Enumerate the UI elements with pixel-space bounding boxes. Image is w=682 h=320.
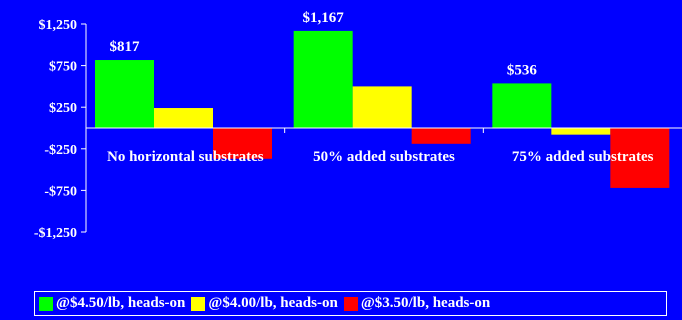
bar bbox=[154, 108, 213, 128]
bar bbox=[95, 60, 154, 128]
y-tick-label: $750 bbox=[49, 60, 77, 75]
legend-swatch bbox=[191, 296, 206, 311]
bar bbox=[411, 128, 471, 144]
y-tick-label: $1,250 bbox=[39, 18, 78, 33]
data-label: $536 bbox=[507, 62, 538, 78]
legend-label: @$4.00/lb, heads-on bbox=[208, 295, 338, 311]
data-label: $817 bbox=[110, 39, 141, 55]
bar bbox=[492, 83, 552, 128]
y-tick-label: -$750 bbox=[44, 184, 77, 199]
bar bbox=[610, 128, 670, 188]
category-label: 50% added substrates bbox=[313, 149, 455, 165]
bar bbox=[551, 128, 611, 135]
legend-label: @$3.50/lb, heads-on bbox=[360, 295, 491, 311]
legend-swatch bbox=[343, 296, 358, 311]
y-tick-label: $250 bbox=[49, 101, 77, 116]
legend-item: @$4.00/lb, heads-on bbox=[191, 295, 338, 312]
y-tick-label: -$1,250 bbox=[34, 226, 77, 241]
bar bbox=[293, 30, 353, 128]
legend-swatch bbox=[39, 296, 53, 311]
bar bbox=[352, 86, 412, 128]
bar bbox=[213, 128, 272, 159]
legend-item: @$3.50/lb, heads-on bbox=[343, 295, 491, 312]
chart-legend: @$4.50/lb, heads-on @$4.00/lb, heads-on … bbox=[34, 291, 667, 316]
legend-label: @$4.50/lb, heads-on bbox=[56, 295, 186, 311]
category-label: No horizontal substrates bbox=[107, 149, 264, 165]
category-label: 75% added substrates bbox=[512, 149, 654, 165]
data-label: $1,167 bbox=[303, 10, 345, 26]
y-tick-label: -$250 bbox=[44, 143, 77, 158]
legend-item: @$4.50/lb, heads-on bbox=[39, 295, 185, 312]
